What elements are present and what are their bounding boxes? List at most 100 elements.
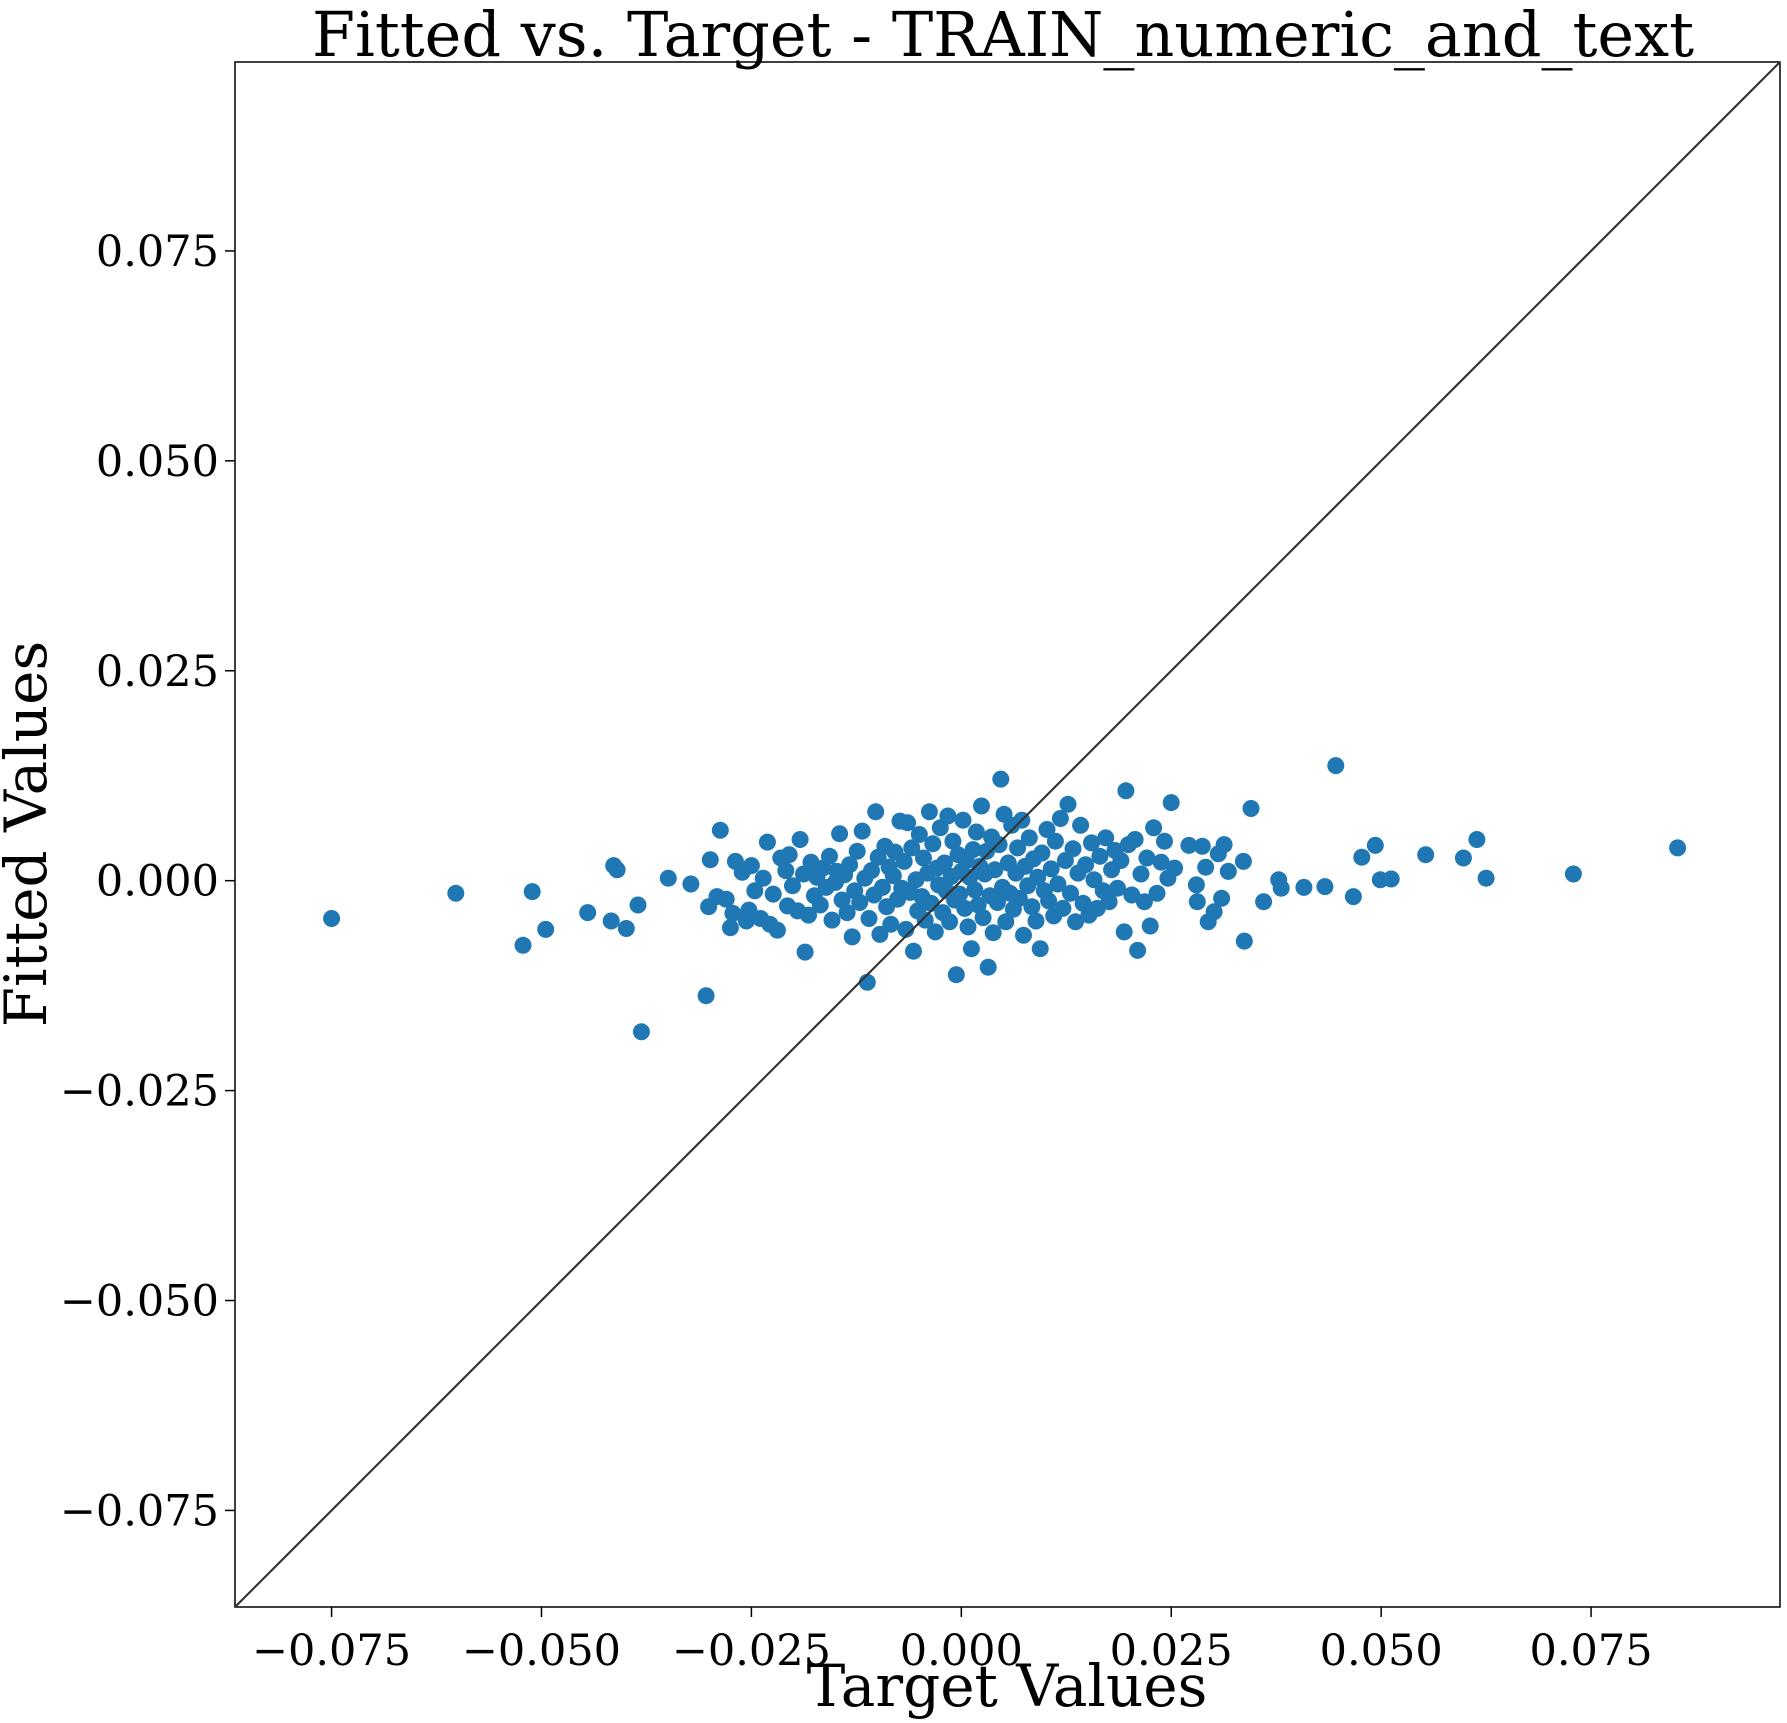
data-point bbox=[1046, 832, 1064, 850]
data-point bbox=[926, 923, 944, 941]
data-point bbox=[1417, 846, 1435, 864]
y-tick-label: 0.000 bbox=[96, 857, 219, 907]
data-point bbox=[764, 885, 782, 903]
data-point bbox=[920, 803, 938, 821]
data-point bbox=[796, 943, 814, 961]
data-point bbox=[1023, 898, 1041, 916]
data-point bbox=[990, 836, 1008, 854]
data-point bbox=[831, 825, 849, 843]
data-point bbox=[1009, 839, 1027, 857]
data-point bbox=[984, 924, 1002, 942]
data-point bbox=[895, 852, 913, 870]
data-point bbox=[988, 894, 1006, 911]
data-point bbox=[956, 899, 974, 917]
y-axis-ticks: −0.075 −0.050 −0.025 0.000 0.025 0.050 0.075 bbox=[60, 227, 235, 1536]
data-point bbox=[986, 861, 1004, 879]
data-point bbox=[780, 846, 798, 864]
data-point bbox=[791, 831, 809, 848]
data-point bbox=[1180, 836, 1198, 854]
x-tick-label: −0.075 bbox=[252, 1626, 411, 1676]
y-tick-label: 0.025 bbox=[96, 647, 219, 697]
data-point bbox=[523, 883, 541, 901]
data-point bbox=[1197, 858, 1215, 876]
data-point bbox=[1064, 840, 1082, 858]
data-point bbox=[1669, 839, 1687, 857]
data-point bbox=[323, 910, 341, 927]
data-point bbox=[721, 919, 739, 937]
data-point bbox=[941, 913, 959, 931]
data-point bbox=[1077, 856, 1095, 874]
data-point bbox=[1193, 837, 1211, 855]
data-point bbox=[717, 890, 735, 908]
data-point bbox=[1132, 865, 1150, 883]
data-point bbox=[916, 911, 934, 929]
x-tick-label: 0.000 bbox=[900, 1626, 1023, 1676]
data-point bbox=[841, 856, 859, 874]
data-point bbox=[1242, 800, 1260, 817]
data-point bbox=[1015, 926, 1032, 944]
x-tick-label: 0.050 bbox=[1320, 1626, 1443, 1676]
data-point bbox=[1051, 810, 1069, 827]
data-point bbox=[1033, 844, 1051, 862]
data-point bbox=[1126, 831, 1144, 848]
data-point bbox=[1235, 932, 1253, 950]
data-point bbox=[768, 921, 786, 939]
data-point bbox=[1115, 923, 1133, 941]
data-point bbox=[742, 857, 760, 875]
data-point bbox=[939, 807, 957, 825]
data-point bbox=[1112, 852, 1130, 869]
data-point bbox=[740, 901, 758, 919]
data-point bbox=[843, 928, 861, 946]
data-point bbox=[1138, 849, 1156, 867]
data-point bbox=[711, 821, 729, 839]
data-point bbox=[1049, 875, 1067, 893]
data-point bbox=[724, 904, 742, 922]
data-point bbox=[897, 920, 915, 938]
data-point bbox=[978, 842, 995, 860]
data-point bbox=[1010, 889, 1028, 907]
data-point bbox=[1097, 829, 1115, 847]
data-point bbox=[1564, 865, 1582, 883]
data-point bbox=[602, 912, 620, 930]
data-point bbox=[1327, 757, 1345, 775]
data-point bbox=[1382, 870, 1400, 888]
x-axis-label: Target Values bbox=[807, 1652, 1208, 1720]
data-point bbox=[537, 920, 555, 938]
data-point bbox=[579, 904, 597, 922]
data-point bbox=[951, 885, 969, 903]
y-tick-label: −0.075 bbox=[60, 1486, 219, 1536]
data-point bbox=[1145, 819, 1163, 837]
data-point bbox=[1135, 893, 1153, 911]
data-point bbox=[964, 841, 982, 859]
data-point bbox=[1054, 899, 1072, 917]
data-point bbox=[1059, 795, 1077, 813]
plot-frame bbox=[234, 61, 1781, 1608]
data-point bbox=[1213, 889, 1231, 907]
data-point bbox=[1042, 860, 1060, 878]
data-point bbox=[608, 861, 626, 879]
y-tick-label: 0.050 bbox=[96, 437, 219, 487]
data-point bbox=[1040, 892, 1058, 910]
data-point bbox=[954, 811, 972, 829]
data-point bbox=[873, 878, 891, 896]
y-tick-label: −0.025 bbox=[60, 1067, 219, 1117]
data-point bbox=[915, 849, 932, 867]
data-point bbox=[882, 915, 900, 933]
data-point bbox=[1029, 868, 1047, 886]
data-point bbox=[1255, 893, 1273, 911]
data-point bbox=[682, 875, 700, 893]
data-point bbox=[853, 822, 871, 840]
data-point bbox=[905, 942, 922, 960]
data-point bbox=[1109, 879, 1126, 897]
data-point bbox=[944, 832, 962, 850]
data-point bbox=[899, 814, 917, 832]
data-point bbox=[514, 936, 532, 954]
data-point bbox=[992, 770, 1010, 788]
data-point bbox=[821, 847, 838, 865]
data-point bbox=[823, 911, 841, 929]
data-point bbox=[863, 862, 880, 880]
data-point bbox=[966, 881, 984, 899]
data-point bbox=[811, 896, 829, 914]
data-point bbox=[838, 904, 856, 922]
